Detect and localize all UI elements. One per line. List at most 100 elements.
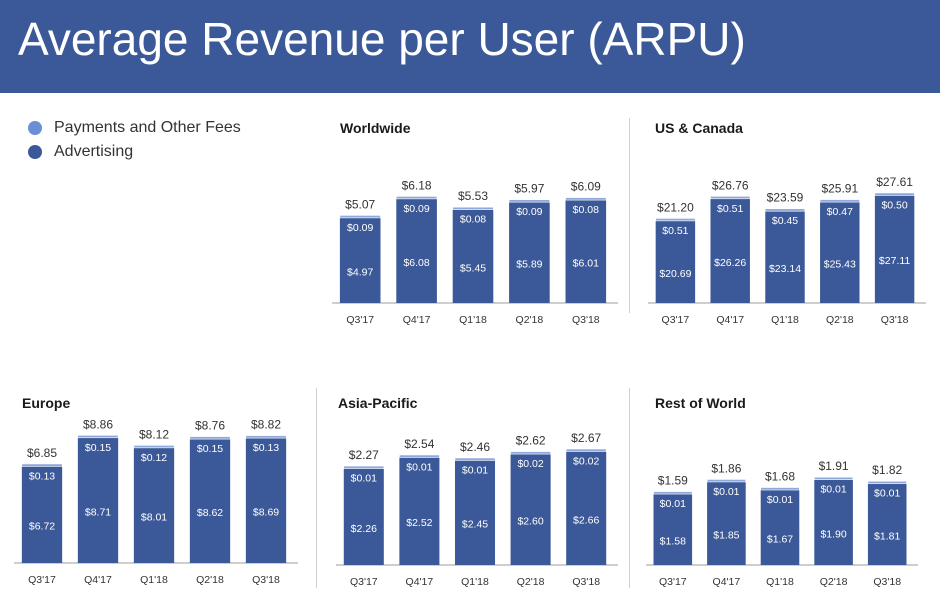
bar-advertising-q3-17 <box>343 468 384 565</box>
bar-advertising-q3-17 <box>339 217 381 303</box>
legend-label-advertising: Advertising <box>54 143 134 160</box>
bar-payments-q3-18 <box>874 192 915 196</box>
bar-payments-q3-18 <box>867 480 907 485</box>
chart-europe: $6.72 $0.13 $6.85 Q3'17 $8.71 $0.15 $8.86 Q4'17… <box>14 417 298 586</box>
data-label-payments-q3-17: $0.09 <box>347 222 373 234</box>
bar-advertising-q3-18 <box>566 451 607 565</box>
data-label-payments-q3-17: $0.13 <box>29 470 55 482</box>
bar-advertising-q4-17 <box>396 198 437 303</box>
data-label-advertising-q4-17: $8.71 <box>85 506 111 518</box>
data-label-advertising-q3-17: $20.69 <box>659 268 691 280</box>
data-label-total-q3-17: $6.85 <box>27 446 57 460</box>
data-label-payments-q3-18: $0.02 <box>573 456 599 468</box>
bar-advertising-q4-17 <box>399 457 440 565</box>
chart-title-rest-of-world: Rest of World <box>655 395 746 411</box>
bar-advertising-q3-17 <box>655 220 696 303</box>
bar-advertising-q1-18 <box>454 460 496 565</box>
legend-label-payments: Payments and Other Fees <box>54 119 241 136</box>
x-tick-label-q1-18: Q1'18 <box>459 314 487 326</box>
data-label-payments-q3-17: $0.51 <box>662 225 688 237</box>
data-label-advertising-q2-18: $2.60 <box>517 516 543 528</box>
bar-advertising-q2-18 <box>189 439 231 563</box>
x-tick-label-q2-18: Q2'18 <box>826 314 854 326</box>
data-label-total-q2-18: $5.97 <box>514 182 544 196</box>
bar-payments-q1-18 <box>454 457 496 461</box>
bar-advertising-q2-18 <box>509 202 550 303</box>
data-label-advertising-q4-17: $2.52 <box>406 517 432 529</box>
chart-panel-us-canada: US & Canada $20.69 $0.51 $21.20 Q3'17 $26.26… <box>640 120 930 335</box>
bar-payments-q3-18 <box>245 435 287 439</box>
data-label-advertising-q3-18: $27.11 <box>879 255 910 267</box>
bar-advertising-q1-18 <box>133 447 175 563</box>
data-label-advertising-q1-18: $2.45 <box>462 519 488 531</box>
bar-advertising-q3-17 <box>21 466 63 563</box>
data-label-payments-q1-18: $0.12 <box>141 452 167 464</box>
bar-payments-q1-18 <box>764 208 806 212</box>
data-label-total-q1-18: $2.46 <box>460 440 490 454</box>
data-label-payments-q3-18: $0.50 <box>881 199 907 211</box>
bar-payments-q1-18 <box>452 206 494 210</box>
bar-payments-q4-17 <box>399 454 440 458</box>
data-label-advertising-q3-17: $2.26 <box>351 523 377 535</box>
data-label-total-q3-17: $5.07 <box>345 197 375 211</box>
bar-payments-q3-17 <box>655 218 696 222</box>
data-label-total-q3-18: $6.09 <box>571 180 601 194</box>
x-tick-label-q3-18: Q3'18 <box>572 576 600 588</box>
x-tick-label-q3-18: Q3'18 <box>252 574 280 586</box>
data-label-advertising-q2-18: $1.90 <box>820 528 846 540</box>
x-tick-label-q3-18: Q3'18 <box>572 314 600 326</box>
chart-panel-europe: Europe $6.72 $0.13 $6.85 Q3'17 $8.71 $0.15 $8.… <box>12 395 302 610</box>
data-label-advertising-q3-17: $4.97 <box>347 266 373 278</box>
x-tick-label-q1-18: Q1'18 <box>140 574 168 586</box>
data-label-advertising-q1-18: $1.67 <box>767 534 793 546</box>
data-label-total-q3-18: $2.67 <box>571 431 601 445</box>
data-label-total-q4-17: $2.54 <box>404 437 434 451</box>
data-label-total-q4-17: $1.86 <box>711 461 741 475</box>
x-tick-label-q3-17: Q3'17 <box>350 576 378 588</box>
data-label-total-q3-17: $1.59 <box>658 474 688 488</box>
data-label-payments-q1-18: $0.45 <box>772 215 798 227</box>
data-label-total-q3-18: $27.61 <box>876 175 913 189</box>
data-label-payments-q1-18: $0.01 <box>462 464 488 476</box>
data-label-payments-q2-18: $0.01 <box>820 484 846 496</box>
data-label-payments-q2-18: $0.15 <box>197 443 223 455</box>
data-label-advertising-q1-18: $5.45 <box>460 262 486 274</box>
x-tick-label-q3-17: Q3'17 <box>346 314 374 326</box>
data-label-payments-q4-17: $0.51 <box>717 203 743 215</box>
bar-advertising-q2-18 <box>510 454 551 565</box>
x-tick-label-q3-17: Q3'17 <box>28 574 56 586</box>
x-tick-label-q2-18: Q2'18 <box>196 574 224 586</box>
data-label-payments-q4-17: $0.01 <box>406 461 432 473</box>
chart-title-worldwide: Worldwide <box>340 120 411 136</box>
bar-payments-q3-17 <box>343 465 385 469</box>
bar-payments-q3-17 <box>653 491 693 495</box>
data-label-total-q2-18: $1.91 <box>819 459 849 473</box>
data-label-advertising-q2-18: $25.43 <box>824 259 856 271</box>
divider-vertical-bottom-left <box>316 388 317 588</box>
data-label-total-q2-18: $2.62 <box>516 434 546 448</box>
data-label-total-q2-18: $8.76 <box>195 419 225 433</box>
x-tick-label-q3-17: Q3'17 <box>662 314 690 326</box>
chart-panel-rest-of-world: Rest of World $1.58 $0.01 $1.59 Q3'17 $1.85 $… <box>640 395 930 610</box>
data-label-advertising-q3-18: $1.81 <box>874 530 900 542</box>
x-tick-label-q1-18: Q1'18 <box>766 576 794 588</box>
bar-advertising-q3-18 <box>565 200 607 303</box>
data-label-total-q1-18: $1.68 <box>765 470 795 484</box>
legend-item-payments: Payments and Other Fees <box>28 116 241 140</box>
chart-title-us-canada: US & Canada <box>655 120 743 136</box>
bar-advertising-q1-18 <box>760 490 800 565</box>
data-label-total-q4-17: $26.76 <box>712 178 749 192</box>
chart-us-canada: $20.69 $0.51 $21.20 Q3'17 $26.26 $0.51 $26.76 Q… <box>648 175 926 326</box>
data-label-payments-q3-18: $0.01 <box>874 488 900 500</box>
x-tick-label-q3-18: Q3'18 <box>881 314 909 326</box>
data-label-advertising-q4-17: $26.26 <box>714 257 746 269</box>
data-label-total-q1-18: $23.59 <box>767 191 804 205</box>
x-tick-label-q4-17: Q4'17 <box>403 314 431 326</box>
bar-payments-q3-18 <box>565 448 607 452</box>
x-tick-label-q2-18: Q2'18 <box>517 576 545 588</box>
data-label-payments-q4-17: $0.15 <box>85 442 111 454</box>
bar-payments-q2-18 <box>819 199 860 203</box>
chart-panel-worldwide: Worldwide $4.97 $0.09 $5.07 Q3'17 $6.08 $0.09… <box>332 120 622 335</box>
data-label-payments-q1-18: $0.01 <box>767 494 793 506</box>
data-label-advertising-q3-18: $6.01 <box>573 258 599 270</box>
